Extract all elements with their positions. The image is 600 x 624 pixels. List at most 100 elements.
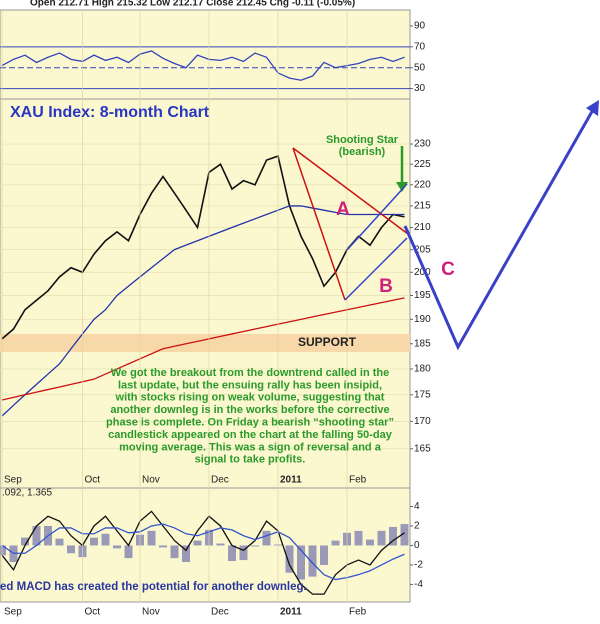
- y-tick-label: 30: [414, 83, 426, 94]
- x-tick-label: Feb: [349, 475, 367, 486]
- y-tick-label: -2: [414, 560, 423, 571]
- y-tick-label: 180: [414, 364, 431, 375]
- y-tick-label: 4: [414, 501, 420, 512]
- series-line: [1, 155, 405, 340]
- y-tick-label: -4: [414, 579, 423, 590]
- projection-path: [403, 107, 596, 351]
- chart-annotation-title: XAU Index: 8-month Chart: [10, 104, 210, 121]
- histogram-bar: [67, 545, 75, 554]
- x-tick-label: Nov: [142, 475, 160, 486]
- macd-note: ed MACD has created the potential for an…: [0, 581, 307, 593]
- y-tick-label: 165: [414, 443, 431, 454]
- histogram-bar: [331, 540, 340, 546]
- histogram-bar: [0, 545, 6, 556]
- histogram-bar: [113, 545, 121, 549]
- support-label: SUPPORT: [298, 335, 357, 349]
- y-tick-label: 90: [414, 21, 426, 32]
- histogram-bar: [308, 545, 317, 577]
- histogram-bar: [101, 533, 110, 546]
- histogram-bar: [389, 526, 397, 546]
- histogram-bar: [55, 538, 64, 546]
- series-line: [1, 510, 405, 595]
- histogram-bar: [377, 530, 386, 546]
- note-line: last update, but the ensuing rally has b…: [118, 379, 382, 391]
- x-tick-label: Sep: [4, 475, 22, 486]
- note-line: moving average. This was a sign of rever…: [119, 441, 382, 453]
- wave-label: C: [441, 259, 455, 280]
- y-tick-label: 210: [414, 222, 431, 233]
- y-tick-label: 0: [414, 540, 420, 551]
- y-tick-label: 190: [414, 314, 431, 325]
- histogram-bar: [262, 530, 271, 546]
- shooting-star-label: Shooting Star: [326, 134, 399, 146]
- note-line: We got the breakout from the downtrend c…: [111, 367, 389, 379]
- y-tick-label: 230: [414, 139, 431, 150]
- x-tick-label: Oct: [85, 607, 101, 618]
- series-line: [1, 297, 405, 401]
- y-tick-label: 220: [414, 179, 431, 190]
- y-tick-label: 215: [414, 201, 431, 212]
- wave-label: A: [336, 199, 350, 220]
- projection-arrowhead: [586, 100, 599, 116]
- x-tick-label: Feb: [349, 607, 367, 618]
- y-tick-label: 185: [414, 338, 431, 349]
- macd-label: .092, 1.365: [2, 488, 52, 499]
- trend-line: [292, 147, 409, 235]
- histogram-bar: [320, 545, 328, 565]
- histogram-bar: [251, 545, 259, 547]
- x-tick-label: Oct: [85, 475, 101, 486]
- series-line: [1, 523, 405, 581]
- x-tick-label: Dec: [211, 607, 229, 618]
- histogram-bar: [124, 545, 133, 559]
- histogram-bar: [193, 540, 202, 546]
- header: Open 212.71 High 215.32 Low 212.17 Close…: [30, 0, 355, 9]
- histogram-bar: [297, 545, 305, 580]
- rsi-panel: [0, 9, 411, 100]
- note-line: phase is complete. On Friday a bearish “…: [106, 417, 394, 429]
- x-tick-label: Nov: [142, 607, 160, 618]
- channel-line: [344, 237, 408, 301]
- plot-layer: 165 170 175 180 185 190 195 200 205 210 215 220 225 2…: [0, 10, 431, 618]
- y-tick-label: 175: [414, 389, 431, 400]
- x-tick-label: Sep: [4, 607, 22, 618]
- trend-line: [292, 147, 346, 301]
- y-tick-label: 225: [414, 159, 431, 170]
- histogram-bar: [21, 537, 29, 546]
- histogram-bar: [182, 545, 190, 563]
- histogram-bar: [159, 545, 167, 548]
- note-line: candlestick appeared on the chart at the…: [108, 429, 393, 441]
- shooting-star-arrowhead: [396, 182, 408, 192]
- histogram-bar: [239, 545, 248, 561]
- histogram-bar: [216, 543, 225, 546]
- support-band: [0, 334, 410, 352]
- histogram-bar: [32, 525, 41, 546]
- histogram-bar: [285, 545, 294, 573]
- histogram-bar: [147, 530, 156, 546]
- wave-label: B: [379, 276, 393, 297]
- y-tick-label: 2: [414, 521, 420, 532]
- histogram-bar: [366, 539, 374, 546]
- y-tick-label: 195: [414, 290, 431, 301]
- x-tick-label: 2011: [280, 475, 302, 486]
- note-line: signal to take profits.: [195, 454, 306, 466]
- series-line: [1, 205, 405, 417]
- y-tick-label: 70: [414, 41, 426, 52]
- y-tick-label: 205: [414, 244, 431, 255]
- histogram-bar: [354, 530, 363, 546]
- histogram-bar: [90, 537, 98, 546]
- price-panel: [0, 98, 411, 489]
- histogram-bar: [170, 545, 179, 559]
- histogram-bar: [228, 545, 236, 562]
- x-tick-label: 2011: [280, 607, 302, 618]
- histogram-bar: [400, 524, 409, 546]
- y-tick-label: 50: [414, 62, 426, 73]
- channel-line: [346, 183, 408, 251]
- note-line: with stocks rising on weak volume, sugge…: [115, 392, 385, 404]
- x-tick-label: Dec: [211, 475, 229, 486]
- note-line: another downleg is in the works before t…: [110, 404, 389, 416]
- y-tick-label: 200: [414, 267, 431, 278]
- shooting-star-label: (bearish): [339, 146, 386, 158]
- y-tick-label: 170: [414, 416, 431, 427]
- series-line: [1, 50, 405, 81]
